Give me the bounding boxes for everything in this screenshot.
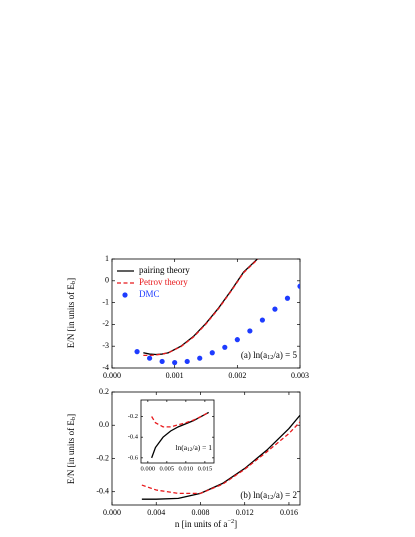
text-part: ]: [234, 519, 237, 529]
text-part: 12: [187, 447, 193, 453]
legend-label: DMC: [139, 289, 160, 299]
text-part: 12: [267, 494, 273, 501]
x-tick-label: 0.012: [236, 508, 254, 517]
axes-frame: [111, 391, 301, 506]
text-part: −2: [227, 518, 234, 525]
legend-label: Petrov theory: [139, 277, 188, 287]
y-tick-label: 0: [105, 276, 109, 285]
x-tick-label: 0.004: [147, 508, 165, 517]
x-tick-label: 0.000: [103, 508, 121, 517]
dmc-point: [197, 355, 203, 361]
dmc-point: [259, 317, 265, 323]
text-part: n [in units of a: [175, 519, 228, 529]
y-tick-label: -0.4: [96, 487, 109, 496]
x-tick-label: 0.010: [179, 465, 194, 472]
text-part: ln(a: [175, 443, 187, 452]
plot-area: [151, 411, 209, 459]
text-part: 12: [267, 354, 273, 361]
curve: [141, 421, 300, 495]
dmc-point: [172, 359, 178, 366]
dmc-point: [222, 344, 228, 350]
text-part: /a) = 5: [273, 350, 297, 360]
text-part: b: [70, 281, 77, 284]
y-tick-label: -3: [102, 341, 109, 350]
y-tick-label: -0.2: [96, 453, 109, 462]
text-part: /a) = 1: [192, 443, 212, 452]
dmc-point: [297, 283, 300, 289]
y-tick-label: -0.6: [128, 454, 139, 461]
plot-area: [134, 259, 300, 366]
dmc-point: [247, 328, 253, 334]
x-tick-label: 0.000: [103, 371, 121, 380]
text-part: /a) = 2: [273, 490, 297, 500]
dmc-point: [284, 295, 291, 301]
legend-label: pairing theory: [139, 265, 190, 275]
x-tick-label: 0.005: [160, 465, 175, 472]
y-axis-label: E/N [in units of Eb]: [66, 278, 77, 348]
x-tick-label: 0.015: [198, 465, 213, 472]
x-tick-label: 0.000: [141, 465, 156, 472]
x-tick-label: 0.003: [291, 371, 309, 380]
text-part: (a) ln(a: [241, 350, 267, 360]
x-tick-label: 0.001: [166, 371, 184, 380]
y-tick-label: 1: [105, 254, 109, 263]
dmc-point: [272, 306, 278, 312]
annotation: (b) ln(a12/a) = 2: [240, 490, 297, 501]
x-tick-label: 0.008: [191, 508, 209, 517]
dmc-point: [209, 350, 215, 356]
y-axis-label: E/N [in units of Eb]: [66, 414, 77, 484]
y-tick-label: -2: [102, 319, 109, 328]
dmc-point: [159, 358, 165, 365]
dmc-point: [184, 358, 190, 365]
text-part: E/N [in units of E: [66, 284, 76, 348]
y-tick-label: -1: [102, 297, 109, 306]
dmc-point: [147, 355, 153, 361]
x-axis-label: n [in units of a−2]: [175, 518, 237, 529]
plot-area: [141, 414, 300, 500]
text-part: (b) ln(a: [240, 490, 267, 500]
dmc-point: [134, 349, 140, 355]
text-part: ]: [66, 278, 76, 281]
axes-frame: [111, 258, 301, 369]
dmc-point: [234, 337, 240, 343]
text-part: E/N [in units of E: [66, 420, 76, 484]
y-tick-label: -0.4: [128, 434, 139, 441]
x-tick-label: 0.016: [280, 508, 298, 517]
y-tick-label: -0.2: [128, 413, 138, 420]
curve: [141, 414, 300, 500]
text-part: b: [70, 417, 77, 420]
x-tick-label: 0.002: [228, 371, 246, 380]
y-tick-label: 0.0: [99, 420, 109, 429]
annotation: ln(a12/a) = 1: [175, 443, 212, 453]
text-part: ]: [66, 414, 76, 417]
curve: [151, 411, 209, 428]
y-tick-label: 0.2: [99, 387, 109, 396]
axes-frame: [140, 399, 215, 464]
curve: [143, 259, 259, 357]
annotation: (a) ln(a12/a) = 5: [241, 350, 298, 361]
legend-marker: [122, 292, 128, 298]
y-tick-label: -4: [102, 363, 109, 372]
